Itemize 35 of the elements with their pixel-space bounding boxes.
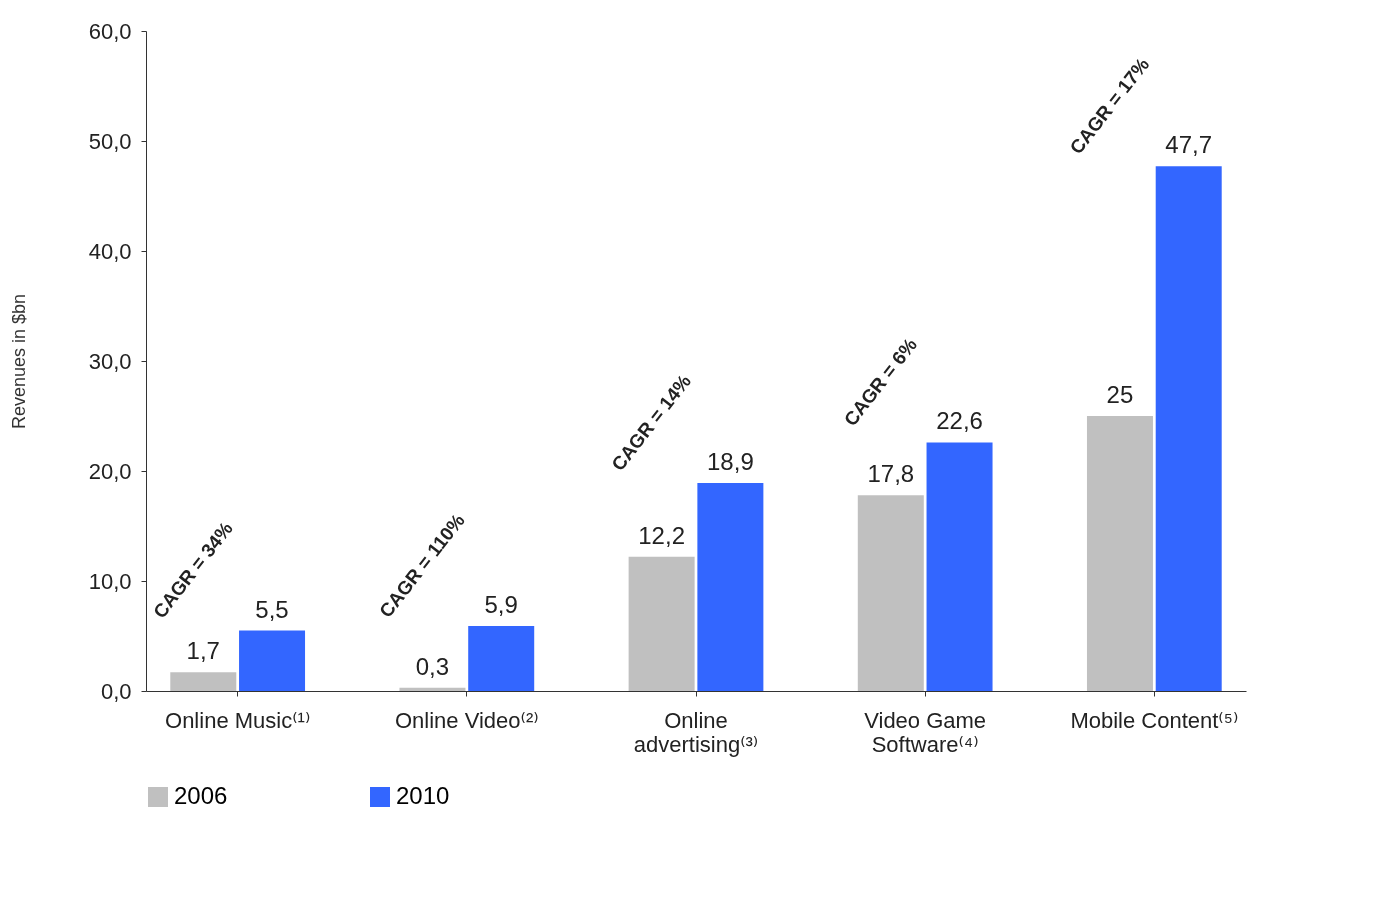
data-label: 0,3 <box>415 652 450 680</box>
data-label: 18,9 <box>707 448 754 476</box>
data-label: 47,7 <box>1165 131 1213 159</box>
bar <box>239 630 306 691</box>
x-tick-label: Online Music⁽¹⁾ <box>165 707 311 733</box>
y-tick-label: 50,0 <box>88 128 132 154</box>
x-tick-label: Mobile Content⁽⁵⁾ <box>1070 707 1239 733</box>
data-label: 5,5 <box>255 595 289 623</box>
bar <box>857 495 924 691</box>
bar <box>1086 416 1153 691</box>
bar <box>468 626 535 691</box>
x-tick-label: Online advertising⁽³⁾ <box>633 707 759 757</box>
y-tick-label: 60,0 <box>88 18 132 44</box>
data-label: 12,2 <box>638 521 685 549</box>
bar <box>926 442 993 691</box>
data-label: 17,8 <box>867 460 915 488</box>
bar <box>628 556 695 691</box>
data-label: 25 <box>1106 381 1134 408</box>
bar <box>399 687 466 691</box>
data-label: 1,7 <box>186 637 220 665</box>
y-axis-title: Revenues in $bn <box>8 293 29 430</box>
bar <box>170 672 237 691</box>
y-tick-label: 0,0 <box>100 678 132 704</box>
legend-label: 2006 <box>174 782 228 809</box>
bar <box>1155 166 1222 691</box>
y-tick-label: 20,0 <box>88 458 132 484</box>
x-tick-label: Online Video⁽²⁾ <box>394 707 539 733</box>
data-label: 5,9 <box>484 591 518 619</box>
data-label: 22,6 <box>936 407 983 435</box>
y-tick-label: 40,0 <box>88 238 132 264</box>
y-tick-label: 10,0 <box>88 568 132 594</box>
x-tick-label: Video Game Software⁽⁴⁾ <box>864 707 987 757</box>
bar <box>697 483 764 691</box>
legend-label: 2010 <box>396 782 450 809</box>
y-tick-label: 30,0 <box>88 348 132 374</box>
